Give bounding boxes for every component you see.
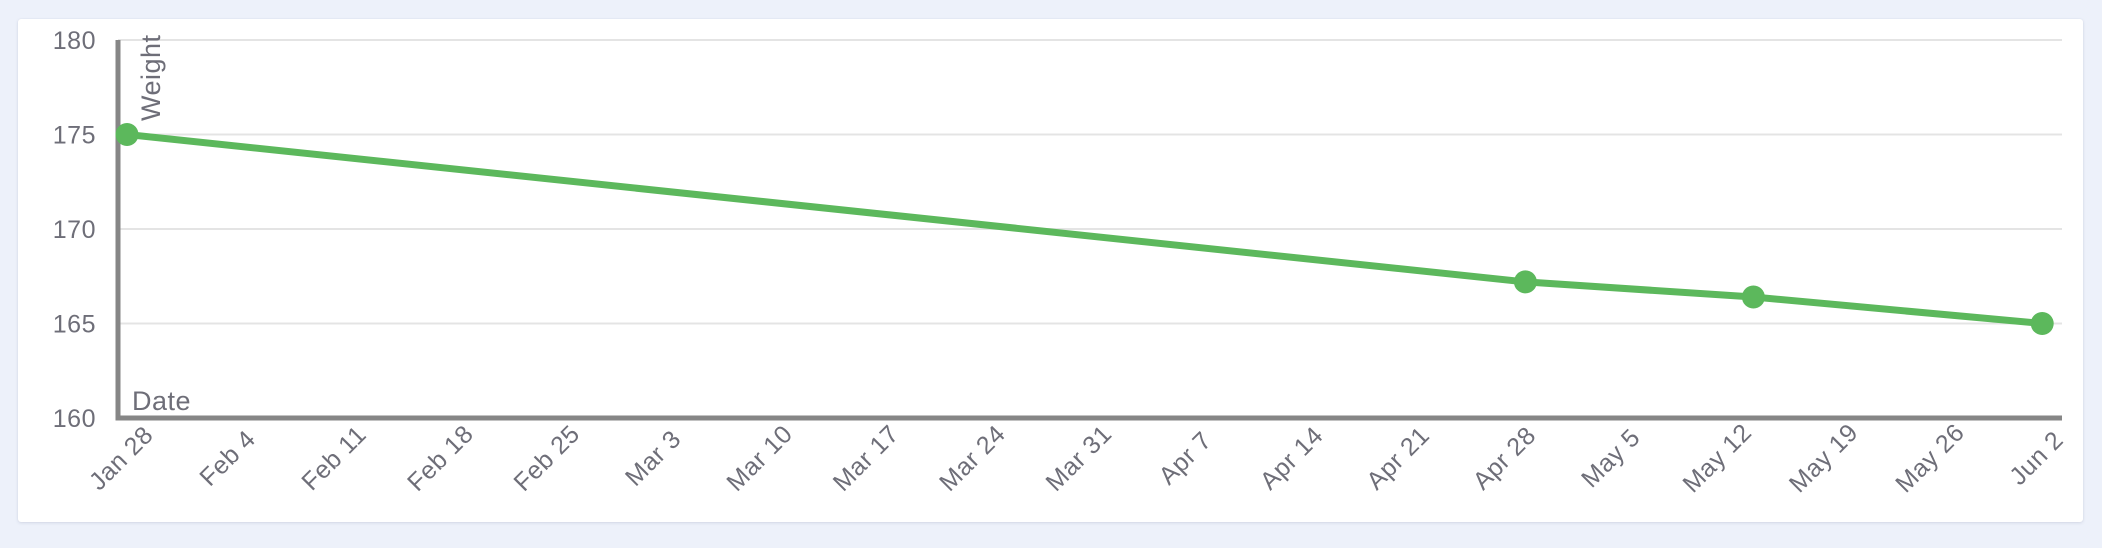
y-tick-label: 175 [53,122,96,150]
x-tick-label: May 19 [1784,418,1864,498]
x-tick-label: Feb 4 [194,425,261,492]
x-tick-label: Mar 17 [828,420,905,497]
y-axis-title: Weight [136,34,166,121]
data-point[interactable] [115,123,139,146]
weight-chart-card: 160 165 170 175 180 Jan 28 Feb 4 Feb 11 Feb 18 Fe… [18,19,2083,522]
x-tick-label: May 5 [1576,423,1646,493]
data-point[interactable] [1513,270,1537,294]
x-tick-label: Apr 14 [1255,421,1329,495]
y-tick-label: 165 [53,311,96,339]
x-tick-label: Apr 21 [1361,421,1435,495]
y-tick-label: 160 [53,405,96,433]
x-tick-label: Mar 31 [1040,420,1117,497]
x-tick-label: Mar 3 [620,425,687,492]
y-tick-label: 180 [53,27,96,55]
weight-line [126,131,2043,327]
data-point[interactable] [2030,312,2054,335]
x-tick-label: May 26 [1890,418,1970,498]
x-tick-label: Mar 24 [934,420,1011,497]
x-tick-label: Feb 18 [402,420,479,497]
y-tick-label: 170 [53,216,96,244]
x-tick-label: Feb 25 [508,420,585,497]
x-tick-label: Mar 10 [721,420,798,497]
data-point[interactable] [1741,285,1765,309]
x-tick-label: Feb 11 [296,421,372,497]
x-tick-label: Apr 7 [1153,426,1217,490]
x-tick-label: Jun 2 [2004,426,2069,491]
x-axis-title: Date [132,386,191,416]
x-tick-label: May 12 [1677,418,1757,498]
x-tick-label: Apr 28 [1468,421,1542,495]
